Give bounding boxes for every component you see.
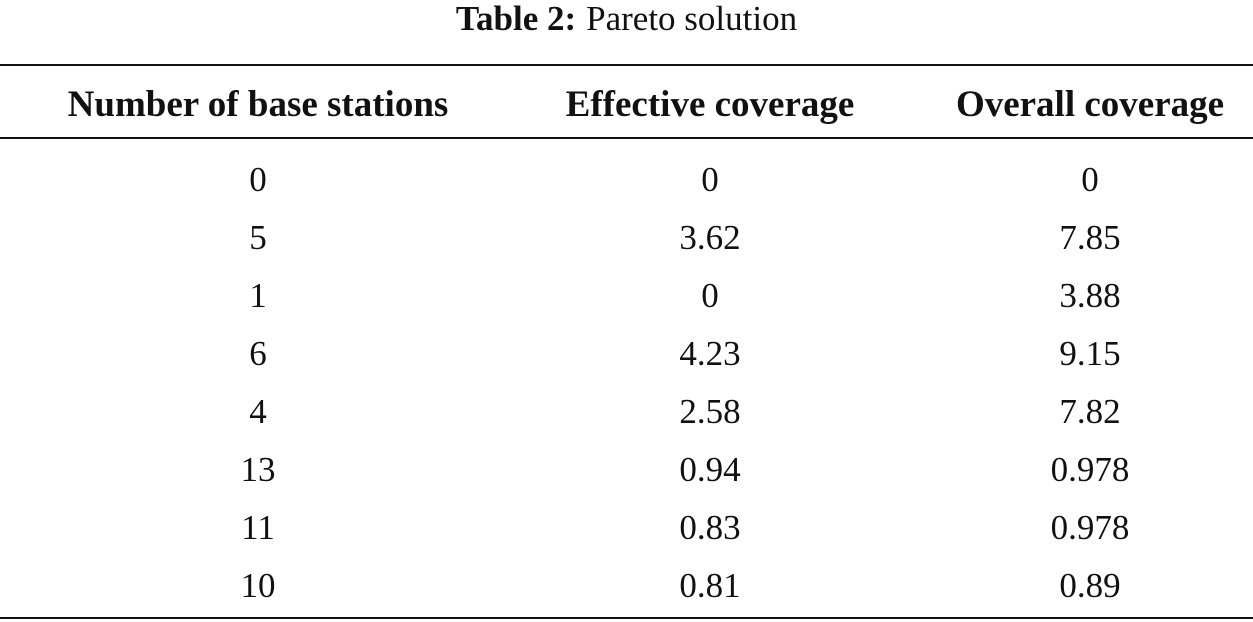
table-cell: 0: [701, 160, 719, 199]
table-cell: 3.88: [1059, 276, 1121, 315]
header-rule: [0, 137, 1253, 139]
table-cell: 7.85: [1059, 218, 1121, 257]
table-cell: 7.82: [1059, 392, 1121, 431]
top-rule: [0, 64, 1253, 66]
caption-title: Pareto solution: [586, 0, 798, 38]
table-cell: 9.15: [1059, 334, 1121, 373]
table-cell: 0.978: [1050, 508, 1130, 547]
caption-label: Table 2:: [455, 0, 577, 38]
table-cell: 4.23: [679, 334, 741, 373]
table-cell: 4: [249, 392, 267, 431]
bottom-rule: [0, 617, 1253, 619]
table-cell: 0: [249, 160, 267, 199]
table-cell: 0: [1081, 160, 1099, 199]
table-cell: 3.62: [679, 218, 741, 257]
column-header: Overall coverage: [955, 84, 1225, 125]
table-cell: 11: [241, 508, 275, 547]
table-cell: 0.89: [1059, 566, 1121, 605]
table-cell: 0.83: [679, 508, 741, 547]
table-cell: 0.81: [679, 566, 741, 605]
table-cell: 5: [249, 218, 267, 257]
table-cell: 0.978: [1050, 450, 1130, 489]
column-header: Number of base stations: [67, 84, 449, 125]
table-cell: 0: [701, 276, 719, 315]
table-caption: Table 2: Pareto solution: [0, 0, 1253, 38]
table-cell: 10: [240, 566, 276, 605]
table-cell: 0.94: [679, 450, 741, 489]
table-cell: 1: [249, 276, 267, 315]
table-cell: 13: [240, 450, 276, 489]
table-cell: 2.58: [679, 392, 741, 431]
table-cell: 6: [249, 334, 267, 373]
column-header: Effective coverage: [565, 84, 855, 125]
